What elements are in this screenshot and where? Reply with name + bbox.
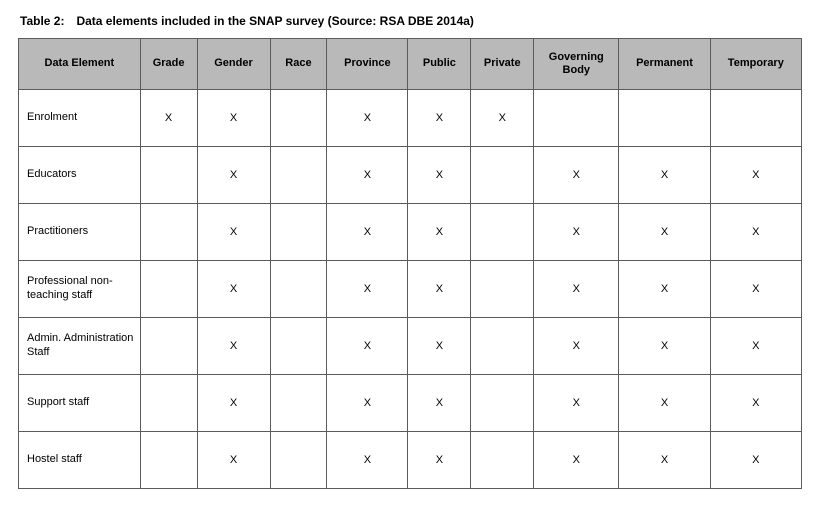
table-cell: X [619, 375, 710, 432]
table-row: PractitionersXXXXXX [19, 204, 802, 261]
table-cell [471, 375, 534, 432]
table-cell [619, 90, 710, 147]
table-cell: X [710, 204, 801, 261]
table-cell: X [408, 204, 471, 261]
table-cell: X [619, 204, 710, 261]
col-header: Province [327, 39, 408, 90]
table-cell: X [534, 261, 619, 318]
table-cell: X [408, 432, 471, 489]
table-cell: X [534, 147, 619, 204]
table-cell: X [534, 204, 619, 261]
col-header: Public [408, 39, 471, 90]
col-header: Permanent [619, 39, 710, 90]
table-cell [471, 432, 534, 489]
col-header: Gender [197, 39, 270, 90]
table-body: EnrolmentXXXXXEducatorsXXXXXXPractitione… [19, 90, 802, 489]
table-cell [270, 432, 327, 489]
table-cell [471, 318, 534, 375]
col-header: Data Element [19, 39, 141, 90]
table-cell: X [408, 147, 471, 204]
table-cell: X [619, 318, 710, 375]
table-cell: X [197, 261, 270, 318]
table-row: Admin. Administration StaffXXXXXX [19, 318, 802, 375]
snap-table: Data Element Grade Gender Race Province … [18, 38, 802, 489]
table-cell: X [197, 204, 270, 261]
table-row: Professional non-teaching staffXXXXXX [19, 261, 802, 318]
table-cell: X [197, 318, 270, 375]
table-cell: X [710, 261, 801, 318]
table-cell: X [619, 261, 710, 318]
col-header: Race [270, 39, 327, 90]
table-caption: Table 2: Data elements included in the S… [20, 14, 802, 28]
table-row: EducatorsXXXXXX [19, 147, 802, 204]
table-cell: X [710, 375, 801, 432]
table-cell: X [327, 147, 408, 204]
row-label: Educators [19, 147, 141, 204]
table-cell [270, 318, 327, 375]
table-cell [471, 261, 534, 318]
table-cell: X [140, 90, 197, 147]
table-cell: X [197, 375, 270, 432]
table-cell [471, 147, 534, 204]
table-header-row: Data Element Grade Gender Race Province … [19, 39, 802, 90]
table-cell [270, 204, 327, 261]
table-cell: X [619, 432, 710, 489]
table-cell [710, 90, 801, 147]
table-cell: X [710, 147, 801, 204]
col-header: Governing Body [534, 39, 619, 90]
col-header: Temporary [710, 39, 801, 90]
table-cell: X [327, 90, 408, 147]
table-cell: X [710, 432, 801, 489]
table-cell: X [534, 318, 619, 375]
table-cell: X [408, 261, 471, 318]
table-row: Hostel staffXXXXXX [19, 432, 802, 489]
table-cell [471, 204, 534, 261]
table-cell [270, 375, 327, 432]
row-label: Support staff [19, 375, 141, 432]
row-label: Admin. Administration Staff [19, 318, 141, 375]
table-cell [534, 90, 619, 147]
table-cell: X [327, 375, 408, 432]
table-cell: X [197, 90, 270, 147]
table-cell [140, 432, 197, 489]
row-label: Professional non-teaching staff [19, 261, 141, 318]
row-label: Practitioners [19, 204, 141, 261]
table-cell [270, 90, 327, 147]
table-cell: X [408, 375, 471, 432]
table-cell: X [408, 90, 471, 147]
table-cell: X [408, 318, 471, 375]
table-cell [140, 261, 197, 318]
table-cell: X [327, 432, 408, 489]
table-cell: X [710, 318, 801, 375]
col-header: Grade [140, 39, 197, 90]
row-label: Hostel staff [19, 432, 141, 489]
table-cell: X [197, 147, 270, 204]
table-cell: X [471, 90, 534, 147]
row-label: Enrolment [19, 90, 141, 147]
table-cell [270, 261, 327, 318]
table-cell: X [327, 261, 408, 318]
table-cell [140, 204, 197, 261]
col-header: Private [471, 39, 534, 90]
table-cell [270, 147, 327, 204]
table-cell [140, 147, 197, 204]
table-cell: X [619, 147, 710, 204]
table-cell: X [534, 432, 619, 489]
table-cell [140, 318, 197, 375]
table-cell: X [534, 375, 619, 432]
table-cell: X [327, 204, 408, 261]
table-row: Support staffXXXXXX [19, 375, 802, 432]
table-cell: X [197, 432, 270, 489]
page: Table 2: Data elements included in the S… [0, 0, 820, 513]
table-row: EnrolmentXXXXX [19, 90, 802, 147]
table-cell [140, 375, 197, 432]
table-cell: X [327, 318, 408, 375]
